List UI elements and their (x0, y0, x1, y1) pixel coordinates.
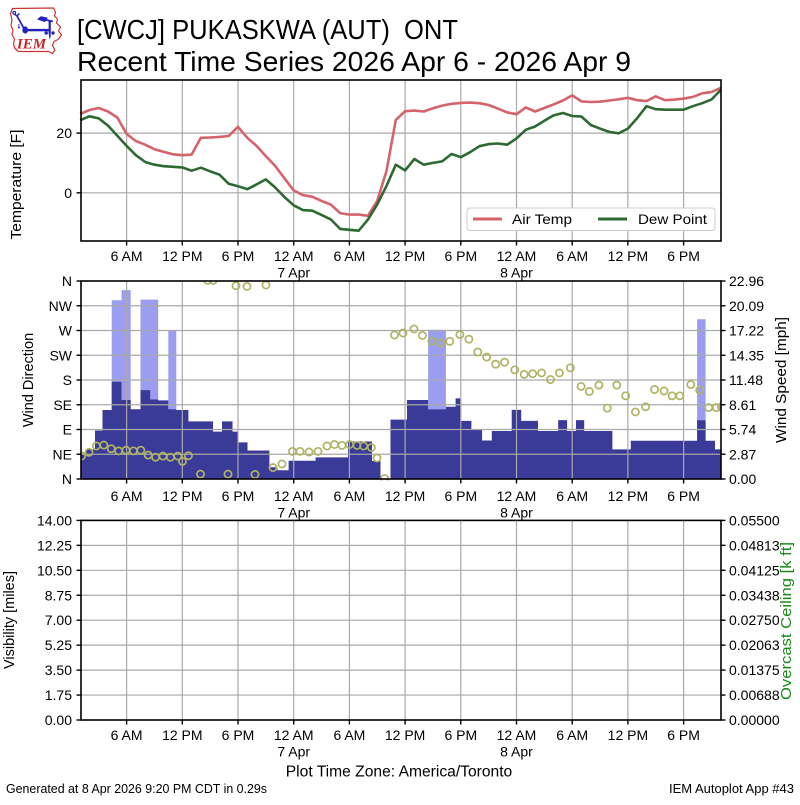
svg-text:5.25: 5.25 (45, 637, 72, 653)
svg-text:7.00: 7.00 (45, 612, 72, 628)
svg-text:6 AM: 6 AM (556, 727, 588, 743)
svg-text:12 PM: 12 PM (162, 248, 202, 264)
svg-text:14.35: 14.35 (729, 347, 764, 363)
svg-text:6 PM: 6 PM (444, 488, 477, 504)
svg-text:Overcast Ceiling [k ft]: Overcast Ceiling [k ft] (778, 542, 795, 700)
svg-text:[CWCJ] PUKASKWA (AUT) ONT: [CWCJ] PUKASKWA (AUT) ONT (77, 14, 458, 45)
svg-text:3.50: 3.50 (45, 662, 72, 678)
svg-text:0.02750: 0.02750 (729, 612, 780, 628)
svg-text:Plot Time Zone: America/Toront: Plot Time Zone: America/Toronto (286, 764, 513, 781)
svg-text:0.00: 0.00 (729, 471, 756, 487)
svg-text:12 AM: 12 AM (497, 488, 537, 504)
svg-text:6 PM: 6 PM (222, 248, 255, 264)
svg-text:11.48: 11.48 (729, 372, 763, 388)
svg-text:12 AM: 12 AM (497, 248, 537, 264)
svg-text:W: W (59, 323, 73, 339)
svg-text:0.00688: 0.00688 (729, 687, 780, 703)
svg-text:IEM Autoplot App #43: IEM Autoplot App #43 (669, 781, 794, 796)
svg-text:6 PM: 6 PM (444, 248, 477, 264)
svg-text:6 AM: 6 AM (111, 727, 143, 743)
svg-text:0: 0 (64, 185, 72, 201)
svg-text:8 Apr: 8 Apr (500, 744, 533, 760)
svg-text:12 PM: 12 PM (385, 248, 425, 264)
svg-text:6 AM: 6 AM (333, 248, 365, 264)
svg-text:5.74: 5.74 (729, 422, 756, 438)
svg-text:12 PM: 12 PM (608, 488, 648, 504)
svg-text:IEM: IEM (16, 37, 47, 53)
svg-text:SW: SW (49, 347, 72, 363)
svg-text:12 AM: 12 AM (274, 488, 314, 504)
svg-text:12.25: 12.25 (37, 537, 72, 553)
svg-text:22.96: 22.96 (729, 273, 764, 289)
svg-text:Generated at 8 Apr 2026 9:20 P: Generated at 8 Apr 2026 9:20 PM CDT in 0… (6, 781, 267, 796)
svg-text:NE: NE (53, 446, 72, 462)
svg-text:Visibility [miles]: Visibility [miles] (2, 571, 18, 669)
svg-text:12 PM: 12 PM (162, 488, 202, 504)
svg-text:6 PM: 6 PM (222, 488, 255, 504)
svg-text:6 AM: 6 AM (333, 727, 365, 743)
svg-text:Dew Point: Dew Point (638, 211, 707, 227)
svg-text:6 PM: 6 PM (222, 727, 255, 743)
svg-text:6 AM: 6 AM (111, 248, 143, 264)
svg-text:E: E (63, 422, 72, 438)
svg-text:7 Apr: 7 Apr (277, 505, 310, 521)
svg-text:0.01375: 0.01375 (729, 662, 780, 678)
svg-text:NW: NW (49, 298, 73, 314)
svg-text:0.03438: 0.03438 (729, 587, 780, 603)
svg-text:Wind Speed [mph]: Wind Speed [mph] (774, 317, 790, 443)
svg-text:SE: SE (53, 397, 72, 413)
svg-text:6 AM: 6 AM (333, 488, 365, 504)
svg-text:12 AM: 12 AM (497, 727, 537, 743)
svg-text:6 AM: 6 AM (556, 248, 588, 264)
svg-text:10.50: 10.50 (37, 562, 72, 578)
svg-text:S: S (63, 372, 72, 388)
svg-text:12 PM: 12 PM (162, 727, 202, 743)
svg-text:12 PM: 12 PM (608, 248, 648, 264)
svg-text:12 PM: 12 PM (608, 727, 648, 743)
svg-text:Recent Time Series 2026 Apr 6: Recent Time Series 2026 Apr 6 - 2026 Apr… (77, 46, 631, 77)
svg-text:0.00: 0.00 (45, 712, 72, 728)
svg-text:12 AM: 12 AM (274, 727, 314, 743)
svg-text:8 Apr: 8 Apr (500, 265, 533, 281)
svg-text:6 PM: 6 PM (667, 248, 700, 264)
svg-text:0.00000: 0.00000 (729, 712, 780, 728)
svg-text:8 Apr: 8 Apr (500, 505, 533, 521)
svg-text:6 PM: 6 PM (667, 488, 700, 504)
svg-text:6 AM: 6 AM (556, 488, 588, 504)
svg-text:1.75: 1.75 (45, 687, 72, 703)
svg-text:Temperature [F]: Temperature [F] (9, 130, 25, 240)
svg-text:0.04813: 0.04813 (729, 537, 780, 553)
svg-text:0.04125: 0.04125 (729, 562, 780, 578)
svg-text:6 AM: 6 AM (111, 488, 143, 504)
svg-text:6 PM: 6 PM (667, 727, 700, 743)
svg-text:N: N (62, 273, 72, 289)
svg-text:0.05500: 0.05500 (729, 512, 780, 528)
svg-text:20: 20 (56, 125, 72, 141)
svg-text:17.22: 17.22 (729, 323, 764, 339)
svg-text:7 Apr: 7 Apr (277, 744, 310, 760)
svg-text:20.09: 20.09 (729, 298, 764, 314)
svg-text:12 AM: 12 AM (274, 248, 314, 264)
svg-text:8.75: 8.75 (45, 587, 72, 603)
svg-text:Wind Direction: Wind Direction (21, 333, 37, 427)
svg-text:N: N (62, 471, 72, 487)
svg-text:12 PM: 12 PM (385, 488, 425, 504)
svg-text:6 PM: 6 PM (444, 727, 477, 743)
svg-text:14.00: 14.00 (37, 512, 72, 528)
svg-text:8.61: 8.61 (729, 397, 756, 413)
svg-text:12 PM: 12 PM (385, 727, 425, 743)
svg-text:0.02063: 0.02063 (729, 637, 780, 653)
svg-text:Air Temp: Air Temp (512, 211, 572, 227)
svg-text:2.87: 2.87 (729, 446, 756, 462)
svg-text:7 Apr: 7 Apr (277, 265, 310, 281)
